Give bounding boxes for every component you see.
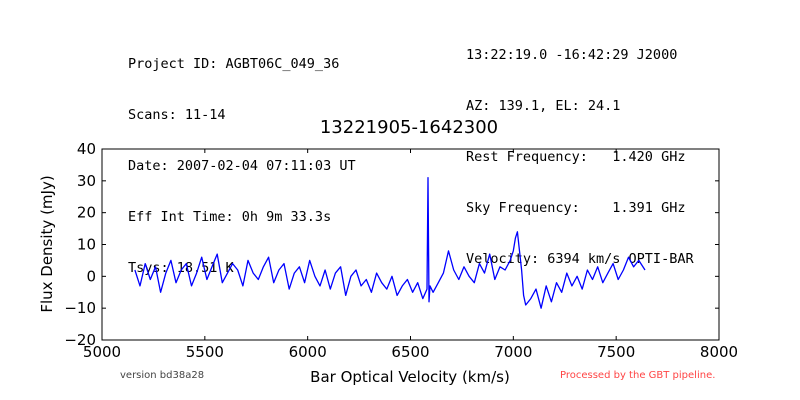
y-tick-labels: −20 −10 0 10 20 30 40 <box>64 140 96 349</box>
version-label: version bd38a28 <box>120 370 205 381</box>
y-tick-label: 20 <box>77 204 96 222</box>
pipeline-credit: Processed by the GBT pipeline. <box>560 370 716 381</box>
velocity-line: Velocity: 6394 km/s OPTI-BAR <box>466 251 694 267</box>
observation-info-left: Project ID: AGBT06C_049_36 Scans: 11-14 … <box>128 22 356 294</box>
x-tick-label: 7000 <box>494 343 532 361</box>
y-tick-label: 30 <box>77 172 96 190</box>
rest-frequency-line: Rest Frequency: 1.420 GHz <box>466 149 686 165</box>
x-tick-label: 8000 <box>700 343 738 361</box>
plot-frame <box>101 148 720 341</box>
axis-ticks <box>101 148 720 341</box>
y-tick-label: −20 <box>64 331 96 349</box>
project-id-line: Project ID: AGBT06C_049_36 <box>128 56 340 72</box>
sky-frequency-line: Sky Frequency: 1.391 GHz <box>466 200 686 216</box>
chart-title: 13221905-1642300 <box>320 117 498 138</box>
y-tick-label: 0 <box>86 267 96 285</box>
y-tick-label: −10 <box>64 299 96 317</box>
y-tick-label: 10 <box>77 236 96 254</box>
spectrum-series-line <box>134 177 646 309</box>
az-el-line: AZ: 139.1, EL: 24.1 <box>466 98 621 114</box>
y-axis-label: Flux Density (mJy) <box>38 175 56 312</box>
x-tick-label: 7500 <box>597 343 635 361</box>
x-tick-label: 6500 <box>391 343 429 361</box>
x-tick-label: 5500 <box>186 343 224 361</box>
x-tick-label: 5000 <box>83 343 121 361</box>
eff-int-time-line: Eff Int Time: 0h 9m 33.3s <box>128 209 332 225</box>
x-tick-label: 6000 <box>289 343 327 361</box>
x-axis-label: Bar Optical Velocity (km/s) <box>310 368 510 386</box>
y-tick-label: 40 <box>77 140 96 158</box>
observation-info-right: 13:22:19.0 -16:42:29 J2000 AZ: 139.1, EL… <box>466 13 694 285</box>
coordinates-line: 13:22:19.0 -16:42:29 J2000 <box>466 47 678 63</box>
date-line: Date: 2007-02-04 07:11:03 UT <box>128 158 356 174</box>
scans-line: Scans: 11-14 <box>128 107 226 123</box>
x-tick-labels: 5000 5500 6000 6500 7000 7500 8000 <box>83 343 738 361</box>
